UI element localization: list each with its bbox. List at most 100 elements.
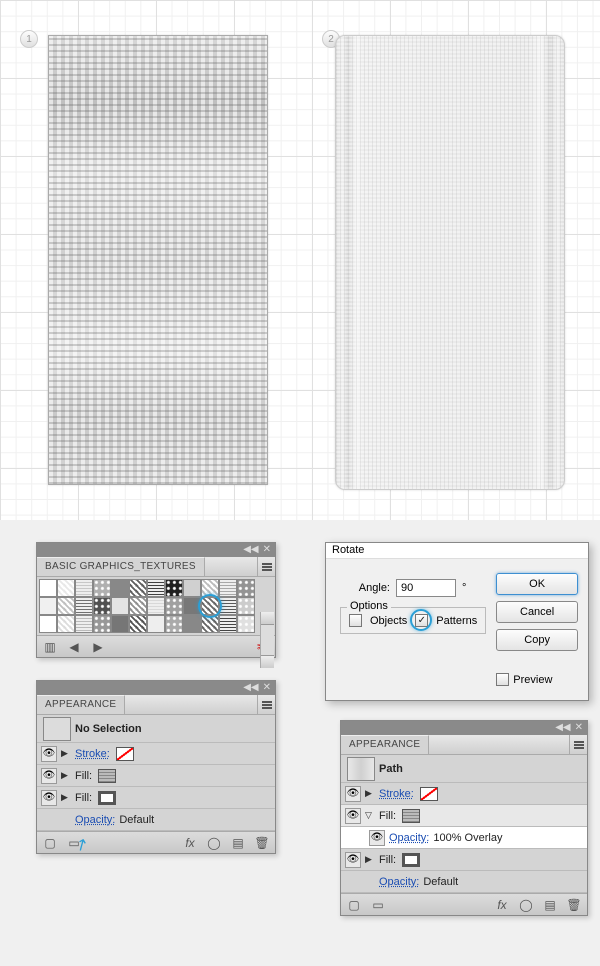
- visibility-toggle[interactable]: 👁: [41, 746, 57, 762]
- opacity-label[interactable]: Opacity:: [379, 876, 419, 888]
- texture-swatch[interactable]: [75, 597, 93, 615]
- clear-icon[interactable]: ◯: [207, 836, 221, 850]
- trash-icon[interactable]: 🗑: [567, 898, 581, 912]
- fill-label[interactable]: Fill:: [379, 854, 396, 866]
- texture-swatch[interactable]: [237, 615, 255, 633]
- visibility-toggle[interactable]: 👁: [369, 830, 385, 846]
- fill-row-2[interactable]: 👁 ▶ Fill:: [341, 849, 587, 871]
- texture-swatch[interactable]: [75, 615, 93, 633]
- fill-swatch-pattern[interactable]: [98, 769, 116, 783]
- fill-opacity-subrow[interactable]: 👁 Opacity: 100% Overlay: [341, 827, 587, 849]
- appearance-panel-title[interactable]: APPEARANCE: [37, 695, 125, 714]
- visibility-toggle[interactable]: 👁: [345, 808, 361, 824]
- texture-swatch[interactable]: [57, 597, 75, 615]
- stroke-label[interactable]: Stroke:: [379, 788, 414, 800]
- stroke-row[interactable]: 👁 ▶ Stroke:: [37, 743, 275, 765]
- opacity-row[interactable]: Opacity: Default: [341, 871, 587, 893]
- prev-icon[interactable]: ◀: [67, 640, 81, 654]
- texture-swatch[interactable]: [75, 579, 93, 597]
- texture-swatch[interactable]: [165, 597, 183, 615]
- texture-swatch[interactable]: [93, 615, 111, 633]
- stroke-swatch-none[interactable]: [420, 787, 438, 801]
- fill-label[interactable]: Fill:: [379, 810, 396, 822]
- panel-collapse-bar[interactable]: ◀◀ ✕: [341, 721, 587, 735]
- panel-close-icon[interactable]: ✕: [263, 545, 271, 555]
- panel-collapse-icon[interactable]: ◀◀: [555, 723, 570, 733]
- panel-menu-button[interactable]: [569, 735, 587, 754]
- stroke-row[interactable]: 👁 ▶ Stroke:: [341, 783, 587, 805]
- objects-checkbox[interactable]: [349, 614, 362, 627]
- expand-icon[interactable]: ▶: [365, 854, 375, 865]
- texture-swatch[interactable]: [219, 615, 237, 633]
- expand-icon[interactable]: ▶: [61, 748, 71, 759]
- texture-swatch[interactable]: [237, 597, 255, 615]
- fill-label[interactable]: Fill:: [75, 770, 92, 782]
- visibility-toggle[interactable]: 👁: [41, 790, 57, 806]
- fill-swatch-pattern[interactable]: [402, 809, 420, 823]
- texture-swatch[interactable]: [183, 579, 201, 597]
- texture-swatch[interactable]: [111, 597, 129, 615]
- texture-swatch[interactable]: [165, 579, 183, 597]
- fill-swatch-outline[interactable]: [402, 853, 420, 867]
- duplicate-icon[interactable]: ▤: [543, 898, 557, 912]
- fx-icon[interactable]: fx: [183, 836, 197, 850]
- stroke-label[interactable]: Stroke:: [75, 748, 110, 760]
- swatch-scrollbar[interactable]: [260, 612, 274, 668]
- artboard-2-rounded[interactable]: [335, 35, 565, 490]
- add-stroke-icon[interactable]: ▭: [371, 898, 385, 912]
- texture-swatch[interactable]: [39, 579, 57, 597]
- artboard-1-texture[interactable]: [48, 35, 268, 485]
- panel-close-icon[interactable]: ✕: [263, 683, 271, 693]
- fill-row-1[interactable]: 👁 ▶ Fill:: [37, 765, 275, 787]
- fill-swatch-outline[interactable]: [98, 791, 116, 805]
- stroke-swatch-none[interactable]: [116, 747, 134, 761]
- fill-label[interactable]: Fill:: [75, 792, 92, 804]
- texture-swatch[interactable]: [39, 597, 57, 615]
- ok-button[interactable]: OK: [496, 573, 578, 595]
- texture-swatch[interactable]: [93, 579, 111, 597]
- angle-input[interactable]: [396, 579, 456, 597]
- expand-icon[interactable]: ▶: [365, 788, 375, 799]
- fx-icon[interactable]: fx: [495, 898, 509, 912]
- expand-icon[interactable]: ▶: [61, 792, 71, 803]
- panel-collapse-bar[interactable]: ◀◀ ✕: [37, 681, 275, 695]
- expand-icon[interactable]: ▶: [61, 770, 71, 781]
- duplicate-icon[interactable]: ▤: [231, 836, 245, 850]
- texture-swatch[interactable]: [111, 615, 129, 633]
- visibility-toggle[interactable]: 👁: [345, 786, 361, 802]
- collapse-icon[interactable]: ▽: [365, 810, 375, 821]
- panel-collapse-icon[interactable]: ◀◀: [243, 545, 258, 555]
- fill-row-expanded[interactable]: 👁 ▽ Fill:: [341, 805, 587, 827]
- cancel-button[interactable]: Cancel: [496, 601, 578, 623]
- panel-collapse-icon[interactable]: ◀◀: [243, 683, 258, 693]
- preview-checkbox[interactable]: [496, 673, 509, 686]
- swatch-lib-icon[interactable]: ▥: [43, 640, 57, 654]
- opacity-label[interactable]: Opacity:: [75, 814, 115, 826]
- copy-button[interactable]: Copy: [496, 629, 578, 651]
- texture-swatch[interactable]: [93, 597, 111, 615]
- panel-menu-button[interactable]: [257, 557, 275, 576]
- texture-swatch[interactable]: [129, 579, 147, 597]
- texture-swatch[interactable]: [57, 615, 75, 633]
- texture-swatch[interactable]: [111, 579, 129, 597]
- trash-icon[interactable]: 🗑: [255, 836, 269, 850]
- texture-swatch[interactable]: [57, 579, 75, 597]
- new-art-icon[interactable]: ▢: [347, 898, 361, 912]
- texture-swatch[interactable]: [183, 615, 201, 633]
- clear-icon[interactable]: ◯: [519, 898, 533, 912]
- panel-collapse-bar[interactable]: ◀◀ ✕: [37, 543, 275, 557]
- visibility-toggle[interactable]: 👁: [345, 852, 361, 868]
- fill-row-2[interactable]: 👁 ▶ Fill:: [37, 787, 275, 809]
- texture-swatch[interactable]: [39, 615, 57, 633]
- appearance-panel-title[interactable]: APPEARANCE: [341, 735, 429, 754]
- next-icon[interactable]: ▶: [91, 640, 105, 654]
- texture-swatch[interactable]: [237, 579, 255, 597]
- panel-close-icon[interactable]: ✕: [575, 723, 583, 733]
- texture-swatch[interactable]: [219, 579, 237, 597]
- opacity-row[interactable]: Opacity: Default: [37, 809, 275, 831]
- texture-swatch[interactable]: [147, 579, 165, 597]
- opacity-label[interactable]: Opacity:: [389, 832, 429, 844]
- texture-swatch[interactable]: [165, 615, 183, 633]
- texture-swatch[interactable]: [147, 615, 165, 633]
- visibility-toggle[interactable]: 👁: [41, 768, 57, 784]
